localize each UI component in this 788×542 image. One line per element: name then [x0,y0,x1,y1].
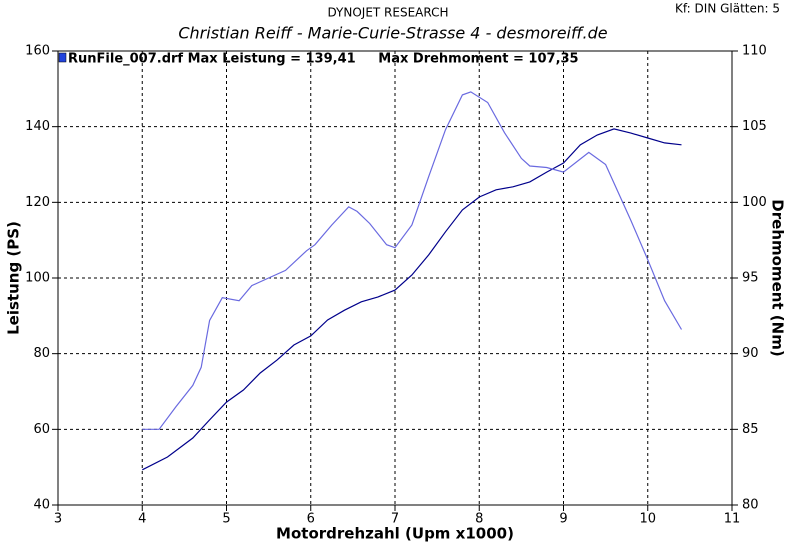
x-tick-label: 10 [639,512,656,527]
x-axis-label: Motordrehzahl (Upm x1000) [276,525,514,542]
y2-tick-label: 90 [742,346,759,361]
y-tick-label: 80 [33,346,50,361]
legend-swatch [58,52,67,63]
x-tick-label: 7 [391,512,399,527]
x-tick-label: 8 [475,512,483,527]
y2-tick-label: 85 [742,422,759,437]
legend-text: RunFile_007.drf Max Leistung = 139,41 Ma… [68,52,579,67]
y-tick-label: 140 [25,119,50,134]
y-tick-label: 120 [25,195,50,210]
x-tick-label: 4 [138,512,146,527]
y-axis-label: Leistung (PS) [5,221,23,335]
x-tick-label: 3 [54,512,62,527]
x-tick-label: 9 [559,512,567,527]
chart-subtitle: Christian Reiff - Marie-Curie-Strasse 4 … [178,24,607,43]
y-tick-label: 60 [33,422,50,437]
line-series [142,91,683,430]
x-tick-label: 5 [222,512,230,527]
y-tick-label: 100 [25,271,50,286]
y2-axis-label: Drehmoment (Nm) [769,199,787,356]
y2-tick-label: 105 [742,119,767,134]
chart-title: DYNOJET RESEARCH [327,6,448,20]
y2-tick-label: 80 [742,498,759,513]
line-series [142,128,682,471]
settings-text: Kf: DIN Glätten: 5 [675,2,780,16]
y-tick-label: 160 [25,44,50,59]
y2-tick-label: 95 [742,271,759,286]
x-tick-label: 6 [307,512,315,527]
y-tick-label: 40 [33,498,50,513]
x-tick-label: 11 [724,512,741,527]
y2-tick-label: 100 [742,195,767,210]
y2-tick-label: 110 [742,44,767,59]
